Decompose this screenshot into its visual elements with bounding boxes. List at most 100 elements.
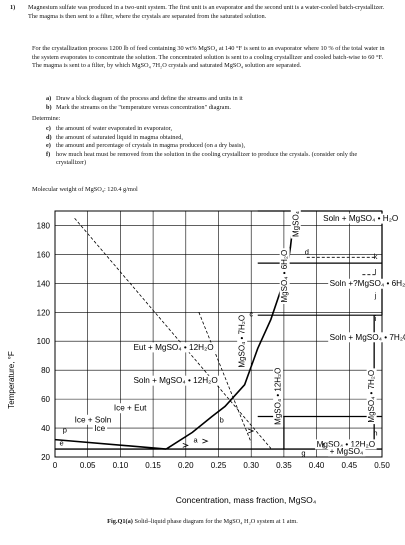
region-label-text: Eut + MgSO₄ • 12H₂O bbox=[133, 343, 213, 352]
y-tick-label: 160 bbox=[37, 250, 51, 259]
point-label: h bbox=[373, 428, 377, 437]
rotated-label-bg bbox=[290, 209, 301, 239]
region-label: Soln + MgSO₄ • H₂O bbox=[321, 213, 400, 224]
rotated-label-bg bbox=[279, 248, 290, 304]
x-tick-label: 0.25 bbox=[211, 461, 227, 470]
region-label-text: Ice + Soln bbox=[75, 415, 112, 424]
rotated-label: MgSO₄ • 7H₂O bbox=[237, 313, 248, 370]
figure-caption: Fig.Q1(a) Solid–liquid phase diagram for… bbox=[0, 518, 405, 525]
point-label: j bbox=[374, 291, 377, 300]
ice-liquidus-line bbox=[54, 438, 167, 450]
x-tick-label: 0.35 bbox=[276, 461, 292, 470]
rotated-label: MgSO₄ • 7H₂O bbox=[366, 368, 377, 425]
x-tick-label: 0.20 bbox=[178, 461, 194, 470]
intro-text: Magnesium sulfate was produced in a two-… bbox=[28, 4, 385, 20]
region-label-text: Ice bbox=[94, 424, 105, 433]
y-tick-label: 120 bbox=[37, 308, 51, 317]
region-label-text: Soln + MgSO₄ • 7H₂O bbox=[330, 333, 405, 342]
x-tick-label: 0.30 bbox=[243, 461, 259, 470]
parts-ab-list: a) Draw a block diagram of the process an… bbox=[46, 95, 386, 112]
molecular-weight: Molecular weight of MgSO₄: 120.4 g/mol bbox=[32, 186, 138, 193]
region-label: Eut + MgSO₄ • 12H₂O bbox=[131, 342, 216, 353]
part-e: e) the amount and percentage of crystals … bbox=[46, 142, 246, 150]
region-label: + MgSO₄ bbox=[328, 446, 366, 457]
rotated-label-text: MgSO₄ • 7H₂O bbox=[367, 370, 376, 423]
part-f: f) how much heat must be removed from the… bbox=[46, 150, 358, 167]
part-c: c) the amount of water evaporated in evap… bbox=[46, 125, 173, 132]
region-label-text: Soln + MgSO₄ • H₂O bbox=[323, 214, 398, 223]
region-label-bg bbox=[321, 213, 400, 224]
parts-cf-list: c) the amount of water evaporated in evap… bbox=[46, 125, 376, 168]
rotated-label: MgSO₄ bbox=[290, 209, 301, 239]
region-label-bg bbox=[112, 403, 149, 414]
region-label-bg bbox=[131, 342, 216, 353]
rotated-label: MgSO₄ • 12H₂O bbox=[273, 366, 284, 427]
point-label: f bbox=[322, 441, 325, 450]
region-label: Soln +?MgSO₄ • 6H₂O bbox=[328, 278, 405, 289]
y-tick-label: 180 bbox=[37, 221, 51, 230]
region-label: Soln + MgSO₄ • 7H₂O bbox=[328, 332, 405, 343]
direction-arrow bbox=[182, 443, 189, 448]
point-label: g bbox=[301, 449, 305, 458]
region-label-bg bbox=[315, 439, 377, 450]
region-label: Ice bbox=[92, 423, 108, 434]
region-label-bg bbox=[328, 446, 366, 457]
y-tick-label: 80 bbox=[41, 366, 50, 375]
region-label: Soln + MgSO₄ • 12H₂O bbox=[131, 375, 220, 386]
direction-arrow bbox=[248, 428, 255, 434]
part-a: a) Draw a block diagram of the process an… bbox=[46, 95, 243, 102]
region-label: Ice + Soln bbox=[73, 414, 114, 425]
operating-dashed-line bbox=[198, 312, 252, 443]
determine-heading: Determine: bbox=[32, 115, 61, 122]
direction-arrow bbox=[202, 438, 209, 444]
caption-text: Solid–liquid phase diagram for the MgSO₄… bbox=[134, 518, 298, 525]
point-label: l bbox=[375, 268, 377, 277]
point-label: e bbox=[59, 438, 63, 447]
problem-intro: 1) Magnesium sulfate was produced in a t… bbox=[10, 4, 388, 21]
region-label: Ice + Eut bbox=[112, 403, 149, 414]
point-label: k bbox=[374, 252, 378, 261]
y-tick-label: 100 bbox=[37, 337, 51, 346]
point-label: d bbox=[305, 247, 309, 256]
region-label-text: + MgSO₄ bbox=[330, 447, 364, 456]
point-label: i bbox=[375, 314, 377, 323]
rotated-label: MgSO₄ • 6H₂O bbox=[279, 248, 290, 304]
process-paragraph: For the crystallization process 1200 lb … bbox=[32, 45, 385, 70]
point-label: p bbox=[63, 425, 67, 434]
rotated-label-text: MgSO₄ • 6H₂O bbox=[280, 250, 289, 303]
y-axis-label: Temperature, °F bbox=[7, 351, 16, 409]
region-label-text: Soln +?MgSO₄ • 6H₂O bbox=[330, 279, 405, 288]
x-tick-label: 0.05 bbox=[80, 461, 96, 470]
point-label: c bbox=[249, 310, 253, 319]
x-tick-label: 0.40 bbox=[309, 461, 325, 470]
rotated-label-text: MgSO₄ bbox=[291, 211, 300, 237]
region-label-text: Soln + MgSO₄ • 12H₂O bbox=[133, 376, 217, 385]
region-label-text: Ice + Eut bbox=[114, 404, 147, 413]
y-tick-label: 60 bbox=[41, 395, 50, 404]
part-b: b) Mark the streams on the "temperature v… bbox=[46, 103, 231, 111]
x-tick-label: 0 bbox=[53, 461, 58, 470]
problem-number: 1) bbox=[10, 4, 16, 11]
point-label: a bbox=[194, 436, 199, 445]
y-tick-label: 140 bbox=[37, 279, 51, 288]
region-label-bg bbox=[92, 423, 108, 434]
region-label-text: MgSO₄ • 12H₂O bbox=[317, 440, 376, 449]
rotated-label-bg bbox=[273, 366, 284, 427]
x-tick-label: 0.15 bbox=[145, 461, 161, 470]
y-tick-label: 40 bbox=[41, 424, 50, 433]
region-label-bg bbox=[73, 414, 114, 425]
rotated-label-bg bbox=[366, 368, 377, 425]
x-axis-label: Concentration, mass fraction, MgSO₄ bbox=[176, 495, 317, 505]
part-d: d) the amount of saturated liquid in magm… bbox=[46, 133, 183, 141]
caption-label: Fig.Q1(a) bbox=[107, 518, 133, 525]
phase-diagram-chart: 0 0.05 0.10 0.15 0.20 0.25 0.30 0.35 0.40 0.45 0.5… bbox=[7, 209, 405, 505]
region-label: MgSO₄ • 12H₂O bbox=[315, 439, 377, 450]
x-tick-label: 0.10 bbox=[113, 461, 129, 470]
region-label-bg bbox=[328, 332, 405, 343]
chart-region-labels: Soln + MgSO₄ • H₂O Soln +?MgSO₄ • 6H₂O Sol… bbox=[59, 209, 405, 458]
x-tick-label: 0.50 bbox=[374, 461, 390, 470]
region-label-bg bbox=[131, 375, 220, 386]
point-label: b bbox=[220, 415, 224, 424]
chart-ticks: 0 0.05 0.10 0.15 0.20 0.25 0.30 0.35 0.40 0.45 0.5… bbox=[37, 221, 391, 470]
